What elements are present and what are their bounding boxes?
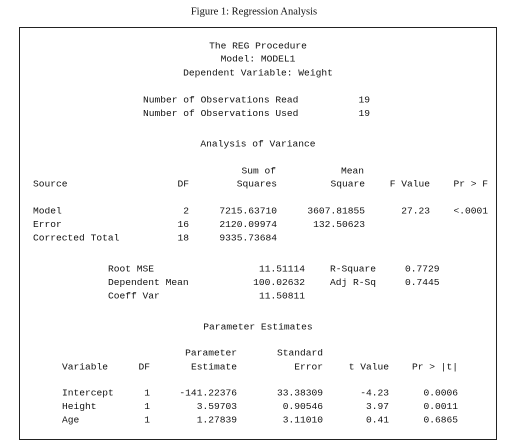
column-header: Error xyxy=(294,362,323,373)
obs-label: Number of Observations Used xyxy=(143,108,298,119)
cell: 33.38309 xyxy=(277,388,323,399)
fit-label: Root MSE xyxy=(108,264,154,275)
column-header: Source xyxy=(33,179,68,190)
cell: 0.0006 xyxy=(423,388,458,399)
cell: Error xyxy=(33,219,62,230)
cell: 2120.09974 xyxy=(219,219,277,230)
cell: 27.23 xyxy=(401,206,430,217)
frame xyxy=(19,27,497,440)
cell: -141.22376 xyxy=(179,388,237,399)
column-header: Square xyxy=(330,179,365,190)
cell: 1 xyxy=(144,401,150,412)
section-title: Analysis of Variance xyxy=(200,139,315,150)
obs-value: 19 xyxy=(358,95,370,106)
column-header: DF xyxy=(138,362,150,373)
fit-value: 0.7729 xyxy=(405,264,440,275)
dependent: Dependent Variable: Weight xyxy=(183,68,333,79)
cell: 18 xyxy=(177,233,189,244)
fit-label: Adj R-Sq xyxy=(330,277,376,288)
procedure: The REG Procedure xyxy=(209,41,307,52)
cell: Age xyxy=(62,415,80,426)
column-header: Sum of xyxy=(241,166,276,177)
cell: 3.97 xyxy=(366,401,389,412)
column-header: Variable xyxy=(62,362,108,373)
fit-value: 11.50811 xyxy=(259,291,305,302)
fit-value: 11.51114 xyxy=(259,264,305,275)
obs-label: Number of Observations Read xyxy=(143,95,298,106)
caption: Figure 1: Regression Analysis xyxy=(191,6,317,17)
column-header: Mean xyxy=(341,166,364,177)
cell: 0.0011 xyxy=(423,401,458,412)
fit-label: R-Square xyxy=(330,264,376,275)
cell: 1 xyxy=(144,415,150,426)
cell: 16 xyxy=(177,219,189,230)
cell: 132.50623 xyxy=(313,219,365,230)
cell: 7215.63710 xyxy=(219,206,277,217)
column-header: Standard xyxy=(277,348,323,359)
cell: -4.23 xyxy=(360,388,389,399)
column-header: Pr > F xyxy=(453,179,488,190)
cell: Corrected Total xyxy=(33,233,120,244)
column-header: t Value xyxy=(349,362,390,373)
cell: 2 xyxy=(183,206,189,217)
fit-value: 100.02632 xyxy=(253,277,305,288)
cell: <.0001 xyxy=(453,206,488,217)
cell: 1 xyxy=(144,388,150,399)
column-header: Squares xyxy=(237,179,277,190)
obs-value: 19 xyxy=(358,108,370,119)
fit-label: Coeff Var xyxy=(108,291,160,302)
column-header: Pr > |t| xyxy=(412,362,458,373)
cell: Model xyxy=(33,206,62,217)
fit-value: 0.7445 xyxy=(405,277,440,288)
cell: 1.27839 xyxy=(197,415,238,426)
cell: 3.11010 xyxy=(283,415,324,426)
cell: 3.59703 xyxy=(197,401,238,412)
cell: 0.41 xyxy=(366,415,389,426)
model: Model: MODEL1 xyxy=(221,54,296,65)
column-header: DF xyxy=(177,179,189,190)
column-header: Estimate xyxy=(191,362,237,373)
cell: 9335.73684 xyxy=(219,233,277,244)
cell: Intercept xyxy=(62,388,114,399)
column-header: Parameter xyxy=(185,348,237,359)
cell: 0.6865 xyxy=(423,415,458,426)
cell: 0.90546 xyxy=(283,401,324,412)
section-title: Parameter Estimates xyxy=(203,322,312,333)
cell: Height xyxy=(62,401,97,412)
fit-label: Dependent Mean xyxy=(108,277,189,288)
column-header: F Value xyxy=(390,179,431,190)
cell: 3607.81855 xyxy=(307,206,365,217)
